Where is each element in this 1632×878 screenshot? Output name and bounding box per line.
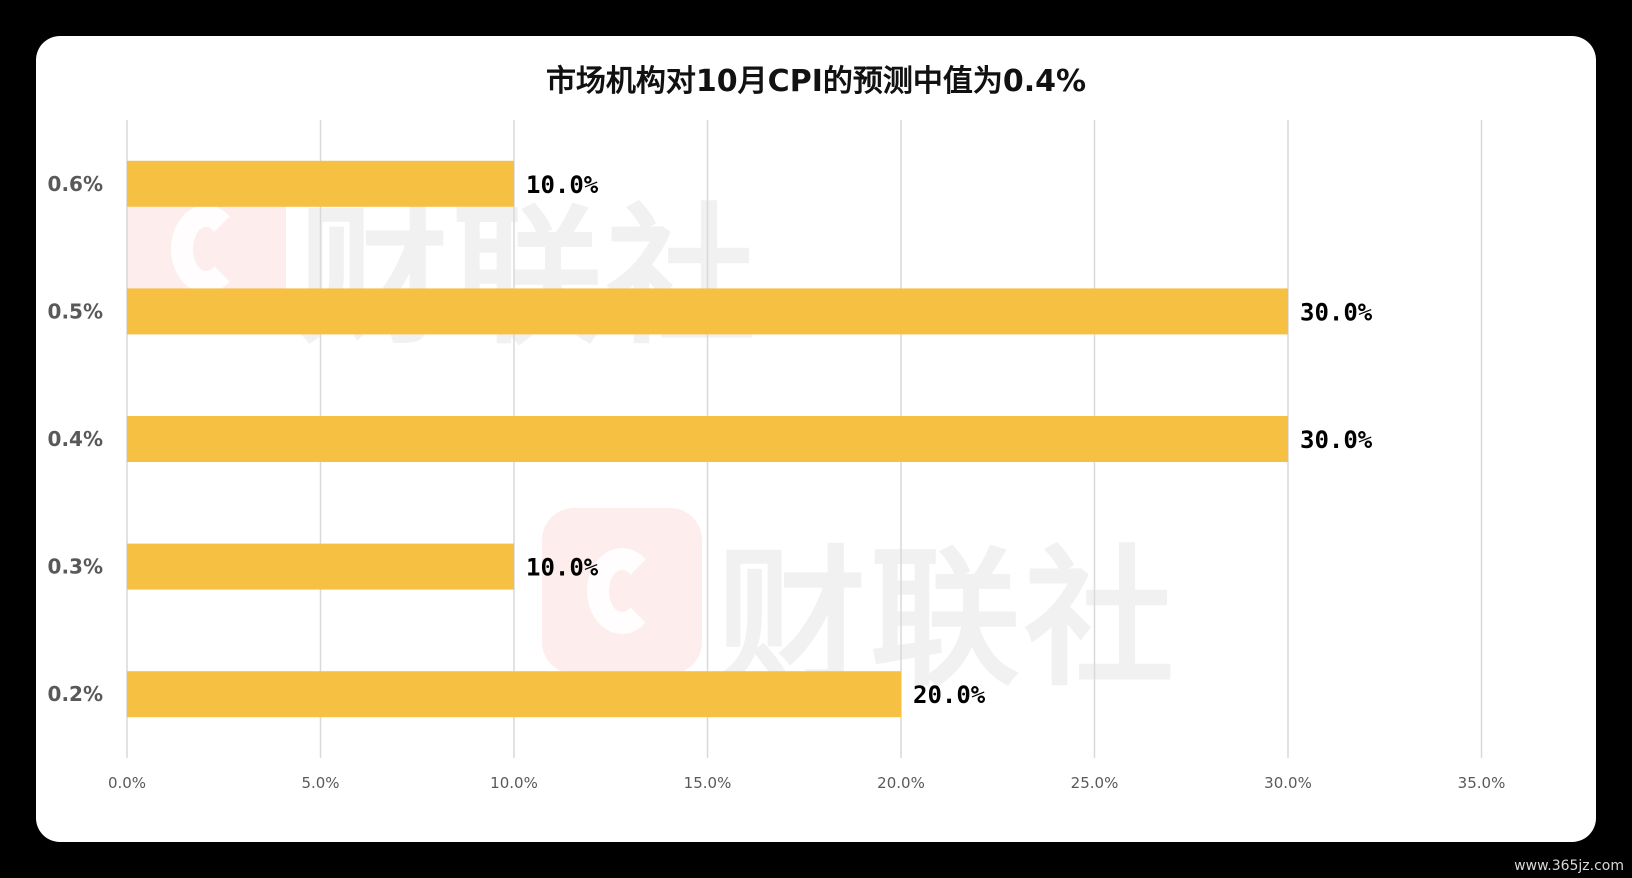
data-label: 20.0% [913,681,986,709]
category-label: 0.2% [48,682,103,706]
bar-chart-plot: 0.0% 5.0% 10.0% 15.0% 20.0% 25.0% 30.0% 35.0% 0.… [48,120,1506,792]
bar [127,416,1288,462]
x-tick-label: 30.0% [1264,774,1312,792]
data-label: 10.0% [526,171,599,199]
bar [127,288,1288,335]
bar [127,671,901,718]
chart-card: 财联社 财联社 市场机构对10月CPI的预测中值为0.4% 0.0% 5.0% 10… [36,36,1596,842]
data-label: 10.0% [526,554,599,582]
x-tick-label: 5.0% [301,774,339,792]
chart-title: 市场机构对10月CPI的预测中值为0.4% [545,64,1087,99]
category-label: 0.3% [48,555,103,579]
x-tick-label: 15.0% [684,774,732,792]
footer-site: www.365jz.com [1514,858,1624,874]
category-label: 0.4% [48,427,103,451]
x-tick-label: 0.0% [108,774,146,792]
watermark-logo-bottom [542,508,702,674]
category-label: 0.5% [48,299,103,323]
x-tick-label: 25.0% [1071,774,1119,792]
data-label: 30.0% [1300,298,1373,326]
bar [127,543,514,590]
x-tick-label: 20.0% [877,774,925,792]
watermark-text-top: 财联社 [298,191,761,365]
data-label: 30.0% [1300,426,1373,454]
category-label: 0.6% [48,172,103,196]
x-tick-label: 10.0% [490,774,538,792]
bar [127,160,514,207]
x-tick-label: 35.0% [1458,774,1506,792]
